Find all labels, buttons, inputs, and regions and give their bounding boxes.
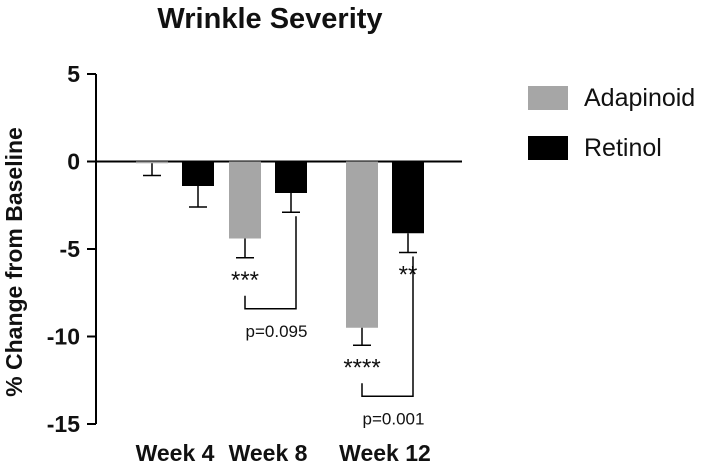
x-tick-label: Week 12 bbox=[339, 440, 431, 466]
y-tick-label: 5 bbox=[67, 61, 80, 87]
x-tick-label: Week 8 bbox=[229, 440, 308, 466]
legend: Adapinoid Retinol bbox=[528, 84, 695, 162]
chart-title: Wrinkle Severity bbox=[157, 3, 382, 35]
p-value-label: p=0.001 bbox=[363, 409, 425, 428]
bar-adapinoid-week-8 bbox=[229, 161, 261, 239]
legend-label-adapinoid: Adapinoid bbox=[584, 84, 695, 112]
y-tick-label: -5 bbox=[60, 236, 81, 262]
comparison-bracket bbox=[361, 256, 414, 397]
bars bbox=[136, 161, 424, 346]
p-value-label: p=0.095 bbox=[246, 322, 308, 341]
x-tick-label: Week 4 bbox=[136, 440, 215, 466]
significance-marker: **** bbox=[343, 354, 380, 381]
bar-adapinoid-week-12 bbox=[346, 161, 378, 328]
y-axis-label: % Change from Baseline bbox=[1, 127, 27, 397]
significance-marker: ** bbox=[399, 262, 418, 289]
legend-swatch-retinol bbox=[528, 136, 568, 160]
bar-retinol-week-4 bbox=[182, 161, 214, 186]
bar-retinol-week-12 bbox=[392, 161, 424, 234]
comparison-bracket bbox=[244, 216, 297, 310]
legend-label-retinol: Retinol bbox=[584, 134, 662, 162]
bar-adapinoid-week-4 bbox=[136, 161, 168, 164]
y-tick-label: -10 bbox=[47, 324, 80, 350]
y-tick-label: -15 bbox=[47, 411, 80, 437]
y-tick-label: 0 bbox=[67, 149, 80, 175]
legend-swatch-adapinoid bbox=[528, 86, 568, 110]
significance-marker: *** bbox=[231, 267, 259, 294]
bar-retinol-week-8 bbox=[275, 161, 307, 193]
